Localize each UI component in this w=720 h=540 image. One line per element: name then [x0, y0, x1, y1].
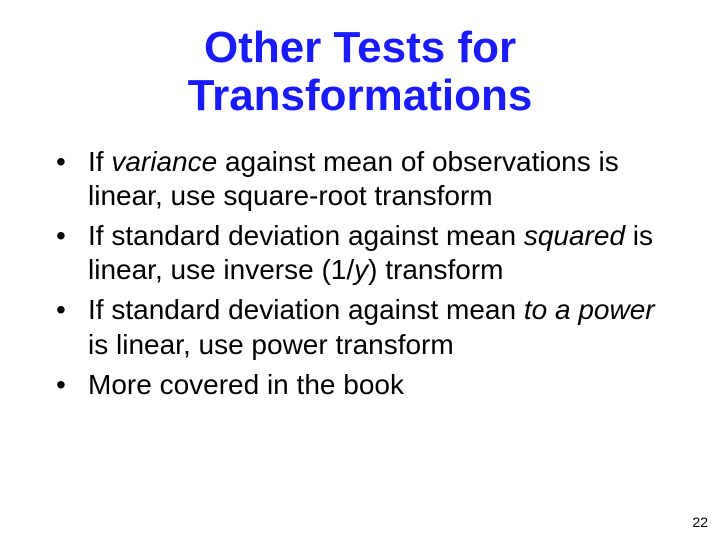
bullet-text-segment: If standard deviation against mean	[88, 220, 524, 251]
bullet-text-segment: If standard deviation against mean	[88, 294, 524, 325]
bullet-text-segment: If	[88, 146, 111, 177]
slide-title: Other Tests for Transformations	[48, 24, 672, 121]
bullet-text-segment: squared	[524, 220, 625, 251]
bullet-text-segment: to a power	[524, 294, 655, 325]
bullet-text-segment: More covered in the book	[88, 369, 404, 400]
title-line-2: Transformations	[188, 71, 533, 120]
bullet-list: If variance against mean of observations…	[48, 145, 672, 402]
bullet-item: If standard deviation against mean to a …	[56, 293, 672, 361]
bullet-item: If standard deviation against mean squar…	[56, 219, 672, 287]
bullet-text-segment: variance	[111, 146, 217, 177]
bullet-item: More covered in the book	[56, 368, 672, 402]
bullet-text-segment: is linear, use power transform	[88, 329, 454, 360]
bullet-item: If variance against mean of observations…	[56, 145, 672, 213]
bullet-text-segment: ) transform	[368, 254, 503, 285]
title-line-1: Other Tests for	[204, 23, 516, 72]
bullet-text-segment: y	[354, 254, 368, 285]
page-number: 22	[692, 514, 708, 530]
slide: Other Tests for Transformations If varia…	[0, 0, 720, 540]
